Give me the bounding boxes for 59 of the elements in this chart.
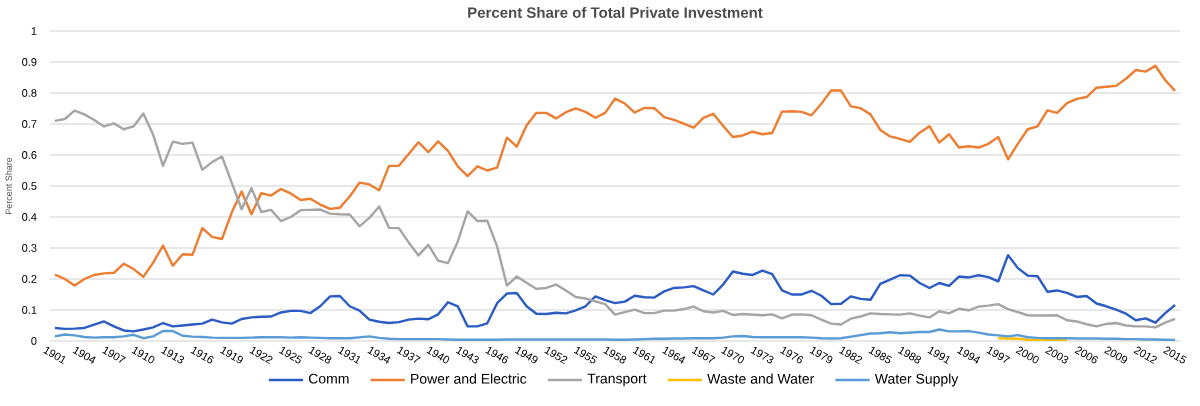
x-tick-label: 1976 xyxy=(780,347,804,364)
x-tick-label: 1940 xyxy=(426,347,450,364)
chart-title: Percent Share of Total Private Investment xyxy=(468,6,763,18)
x-tick-label: 1979 xyxy=(809,347,833,364)
x-tick-label: 1916 xyxy=(190,347,214,364)
x-tick-label: 1964 xyxy=(662,347,686,364)
y-axis-title: Percent Share xyxy=(5,157,12,214)
x-tick-label: 1934 xyxy=(367,347,391,364)
x-tick-label: 1988 xyxy=(898,347,922,364)
y-tick-label: 0.4 xyxy=(22,213,37,221)
x-tick-label: 2009 xyxy=(1104,346,1128,364)
line-series xyxy=(53,64,1177,287)
y-tick-label: 0.5 xyxy=(22,182,37,190)
x-tick-label: 2012 xyxy=(1133,346,1157,365)
x-tick-label: 1946 xyxy=(485,347,509,364)
y-tick-label: 0.8 xyxy=(22,89,37,97)
x-tick-label: 1907 xyxy=(102,347,126,363)
x-tick-label: 1913 xyxy=(161,347,185,364)
x-tick-label: 2015 xyxy=(1163,346,1187,364)
y-tick-label: 0.3 xyxy=(22,244,37,252)
x-tick-label: 1970 xyxy=(721,347,745,364)
x-tick-label: 1994 xyxy=(956,347,981,364)
x-tick-label: 1901 xyxy=(43,347,66,365)
line-series xyxy=(53,253,1177,333)
x-tick-label: 1952 xyxy=(544,347,568,365)
y-tick-label: 1 xyxy=(31,27,37,35)
x-tick-label: 2000 xyxy=(1015,346,1039,364)
x-tick-label: 1943 xyxy=(455,347,479,364)
y-tick-label: 0 xyxy=(31,337,37,345)
legend-label: Waste and Water xyxy=(707,373,815,384)
x-tick-label: 2006 xyxy=(1074,346,1098,364)
y-tick-label: 0.1 xyxy=(22,306,37,314)
y-tick-label: 0.6 xyxy=(22,151,37,159)
x-tick-label: 1919 xyxy=(220,347,243,364)
x-tick-label: 1967 xyxy=(691,347,716,363)
x-tick-label: 1982 xyxy=(839,347,863,365)
x-tick-label: 1949 xyxy=(514,347,538,364)
y-tick-label: 0.9 xyxy=(22,58,37,66)
y-tick-label: 0.2 xyxy=(22,275,37,283)
x-tick-label: 1997 xyxy=(986,347,1011,363)
legend-label: Transport xyxy=(587,373,647,387)
legend-label: Water Supply xyxy=(874,373,959,387)
x-tick-label: 1910 xyxy=(131,347,155,364)
y-tick-label: 0.7 xyxy=(22,120,37,128)
x-tick-label: 1973 xyxy=(750,347,774,364)
legend-label: Power and Electric xyxy=(411,373,527,384)
x-tick-label: 1937 xyxy=(396,347,421,363)
x-tick-label: 1955 xyxy=(573,347,598,364)
x-tick-label: 1928 xyxy=(308,347,332,364)
x-tick-label: 1991 xyxy=(927,347,950,365)
x-tick-label: 1985 xyxy=(868,347,892,364)
x-tick-label: 2003 xyxy=(1045,346,1069,364)
x-tick-label: 1958 xyxy=(603,347,627,364)
x-tick-label: 1904 xyxy=(72,347,96,364)
x-tick-label: 1931 xyxy=(337,347,361,365)
x-tick-label: 1925 xyxy=(278,347,303,364)
x-tick-label: 1961 xyxy=(632,347,655,365)
x-tick-label: 1922 xyxy=(249,347,273,365)
legend-label: Comm xyxy=(308,373,349,384)
